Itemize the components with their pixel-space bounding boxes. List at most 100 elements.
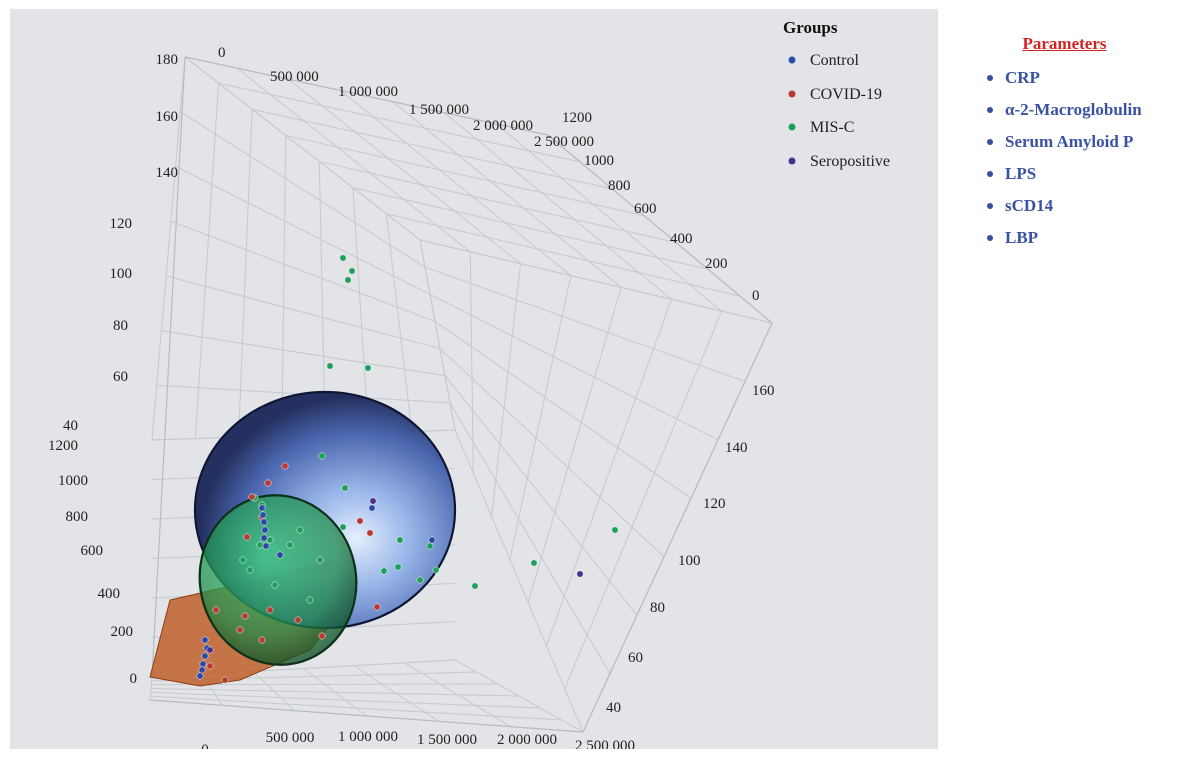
grid-line: [385, 213, 413, 432]
grid-line: [419, 239, 773, 324]
point-control: [199, 660, 207, 668]
parameter-item-scd14: sCD14: [982, 190, 1197, 222]
point-seropositive: [206, 646, 214, 654]
parameters-title: Parameters: [1022, 34, 1107, 53]
point-control: [428, 536, 436, 544]
point-mis-c: [239, 556, 247, 564]
point-mis-c: [341, 484, 349, 492]
grid-line: [180, 111, 426, 268]
tick-label: 1200: [562, 110, 592, 126]
grid-line: [429, 293, 719, 441]
point-mis-c: [256, 541, 264, 549]
parameter-label: sCD14: [1005, 196, 1054, 215]
point-covid-19: [281, 462, 289, 470]
grid-line: [166, 275, 441, 350]
grid-line: [340, 90, 572, 276]
tick-label: 140: [156, 165, 179, 181]
grid-line: [495, 123, 723, 312]
point-mis-c: [286, 541, 294, 549]
point-mis-c: [339, 254, 347, 262]
ellipsoid-mis-c: [198, 494, 358, 666]
point-control: [258, 504, 266, 512]
point-mis-c: [296, 526, 304, 534]
grid-line: [170, 220, 436, 322]
parameter-item-lbp: LBP: [982, 222, 1197, 254]
grid-line: [419, 239, 456, 431]
cube-edge: [547, 134, 773, 324]
point-mis-c: [339, 523, 347, 531]
tick-label: 80: [650, 600, 665, 616]
bullet-icon: [987, 139, 993, 145]
bullet-icon: [987, 107, 993, 113]
grid-line: [161, 330, 446, 377]
grid-line: [434, 321, 692, 499]
legend-title: Groups: [783, 18, 838, 37]
chart-3d-plot: 1801601401201008060401200100080060040020…: [48, 18, 890, 749]
bullet-icon: [987, 75, 993, 81]
point-mis-c: [611, 526, 619, 534]
tick-label: 140: [725, 440, 748, 456]
grid-line: [218, 82, 581, 163]
parameter-item-a2m: α-2-Macroglobulin: [982, 94, 1197, 126]
tick-label: 100: [678, 553, 701, 569]
point-mis-c: [396, 536, 404, 544]
tick-label: 120: [703, 496, 726, 512]
grid-line: [352, 187, 369, 433]
grid-line: [444, 375, 638, 616]
point-covid-19: [366, 529, 374, 537]
cube-edge: [151, 56, 186, 678]
point-control: [276, 551, 284, 559]
point-mis-c: [394, 563, 402, 571]
point-mis-c: [426, 542, 434, 550]
tick-label: 40: [63, 418, 78, 434]
point-seropositive: [576, 570, 584, 578]
tick-label: 0: [218, 45, 226, 61]
tick-label: 1 000 000: [338, 729, 398, 745]
legend-label-covid-19: COVID-19: [810, 86, 882, 103]
point-control: [262, 542, 270, 550]
point-mis-c: [432, 566, 440, 574]
grid-line: [236, 67, 471, 253]
parameter-label: α-2-Macroglobulin: [1005, 100, 1142, 119]
grid-line: [527, 287, 622, 603]
tick-label: 1 500 000: [409, 102, 469, 118]
grid-line: [509, 275, 572, 560]
tick-label: 1 500 000: [417, 732, 477, 748]
parameter-item-sap: Serum Amyloid P: [982, 126, 1197, 158]
grid-line: [318, 161, 326, 435]
point-covid-19: [248, 493, 256, 501]
cube-edge: [582, 322, 773, 733]
tick-label: 120: [110, 216, 133, 232]
point-mis-c: [246, 566, 254, 574]
tick-label: 200: [111, 624, 134, 640]
grid-line: [285, 134, 645, 217]
legend: Groups Control COVID-19 MIS-C Seropositive: [783, 18, 890, 170]
tick-label: 600: [634, 201, 657, 217]
tick-label: 500 000: [266, 730, 315, 746]
grid-line: [469, 251, 474, 474]
grid-line: [454, 659, 584, 733]
point-mis-c: [364, 364, 372, 372]
grid-line: [424, 266, 746, 382]
grid-line: [545, 299, 672, 646]
tick-label: 40: [606, 700, 621, 716]
point-mis-c: [380, 567, 388, 575]
point-control: [259, 511, 267, 519]
point-covid-19: [206, 662, 214, 670]
grid-line: [175, 165, 431, 295]
point-control: [201, 652, 209, 660]
point-mis-c: [266, 536, 274, 544]
tick-label: 160: [752, 383, 775, 399]
legend-label-seropositive: Seropositive: [810, 153, 890, 170]
tick-label: 2 000 000: [473, 118, 533, 134]
grid-line: [491, 263, 522, 517]
tick-label: 1000: [584, 153, 614, 169]
point-mis-c: [348, 267, 356, 275]
tick-label: 200: [705, 256, 728, 272]
tick-label: 600: [81, 543, 104, 559]
grid-line: [281, 135, 287, 436]
grid-line: [184, 56, 421, 241]
point-covid-19: [221, 676, 229, 684]
grid-line: [439, 348, 665, 558]
parameter-item-crp: CRP: [982, 62, 1197, 94]
